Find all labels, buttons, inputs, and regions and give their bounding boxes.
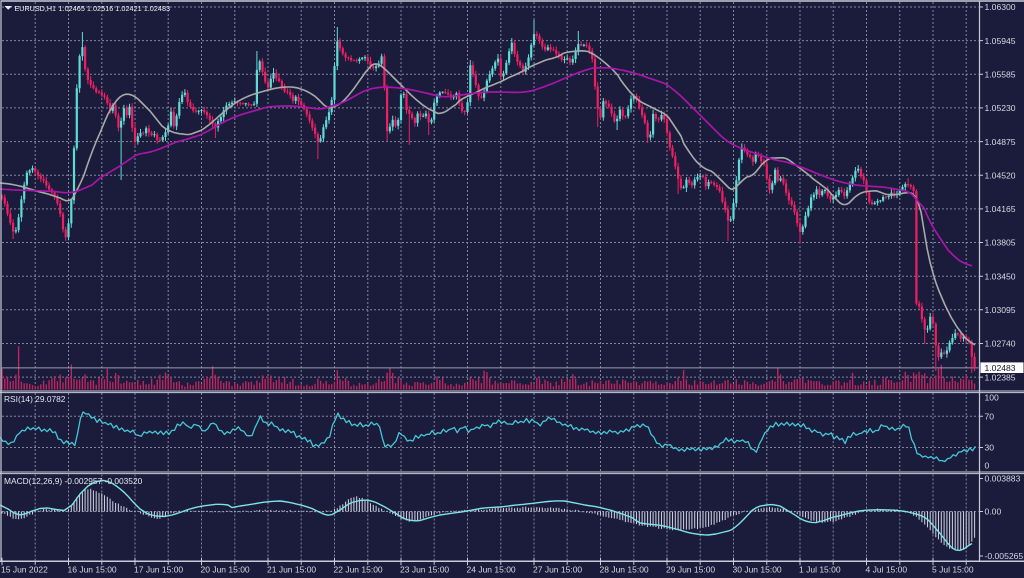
svg-text:22 Jun 15:00: 22 Jun 15:00 bbox=[334, 565, 383, 575]
svg-text:1.06300: 1.06300 bbox=[985, 2, 1016, 12]
svg-text:4 Jul 15:00: 4 Jul 15:00 bbox=[866, 565, 908, 575]
svg-text:MACD(12,26,9) -0.002957 -0.003: MACD(12,26,9) -0.002957 -0.003520 bbox=[4, 476, 143, 486]
svg-text:1.05230: 1.05230 bbox=[985, 103, 1016, 113]
svg-text:16 Jun 15:00: 16 Jun 15:00 bbox=[68, 565, 117, 575]
svg-text:1.03450: 1.03450 bbox=[985, 271, 1016, 281]
svg-text:1.05945: 1.05945 bbox=[985, 36, 1016, 46]
svg-text:1.03805: 1.03805 bbox=[985, 238, 1016, 248]
svg-text:100: 100 bbox=[985, 393, 1000, 403]
svg-text:1.02740: 1.02740 bbox=[985, 339, 1016, 349]
svg-text:27 Jun 15:00: 27 Jun 15:00 bbox=[533, 565, 582, 575]
svg-text:24 Jun 15:00: 24 Jun 15:00 bbox=[467, 565, 516, 575]
svg-text:1.02483: 1.02483 bbox=[985, 363, 1016, 373]
svg-text:1.03095: 1.03095 bbox=[985, 305, 1016, 315]
svg-text:1.02465 1.02516 1.02421 1.0248: 1.02465 1.02516 1.02421 1.02483 bbox=[59, 4, 171, 13]
svg-text:23 Jun 15:00: 23 Jun 15:00 bbox=[400, 565, 449, 575]
svg-text:70: 70 bbox=[985, 411, 995, 421]
svg-text:1.04875: 1.04875 bbox=[985, 137, 1016, 147]
svg-text:RSI(14) 29.0782: RSI(14) 29.0782 bbox=[4, 394, 66, 404]
svg-text:21 Jun 15:00: 21 Jun 15:00 bbox=[267, 565, 316, 575]
svg-text:1.05585: 1.05585 bbox=[985, 70, 1016, 80]
svg-text:15 Jun 2022: 15 Jun 2022 bbox=[1, 565, 48, 575]
svg-text:EURUSD,H1: EURUSD,H1 bbox=[15, 4, 57, 13]
svg-text:1.02385: 1.02385 bbox=[985, 372, 1016, 382]
svg-text:5 Jul 15:00: 5 Jul 15:00 bbox=[932, 565, 974, 575]
svg-text:17 Jun 15:00: 17 Jun 15:00 bbox=[134, 565, 183, 575]
svg-text:0.00: 0.00 bbox=[985, 507, 1002, 517]
svg-text:0: 0 bbox=[985, 461, 990, 471]
svg-text:1 Jul 15:00: 1 Jul 15:00 bbox=[799, 565, 841, 575]
svg-text:30 Jun 15:00: 30 Jun 15:00 bbox=[733, 565, 782, 575]
svg-text:-0.005265: -0.005265 bbox=[985, 551, 1024, 561]
svg-text:29 Jun 15:00: 29 Jun 15:00 bbox=[666, 565, 715, 575]
svg-text:1.04520: 1.04520 bbox=[985, 170, 1016, 180]
svg-text:30: 30 bbox=[985, 443, 995, 453]
svg-text:1.04165: 1.04165 bbox=[985, 204, 1016, 214]
svg-text:20 Jun 15:00: 20 Jun 15:00 bbox=[201, 565, 250, 575]
svg-text:0.003883: 0.003883 bbox=[985, 474, 1021, 484]
svg-text:28 Jun 15:00: 28 Jun 15:00 bbox=[600, 565, 649, 575]
